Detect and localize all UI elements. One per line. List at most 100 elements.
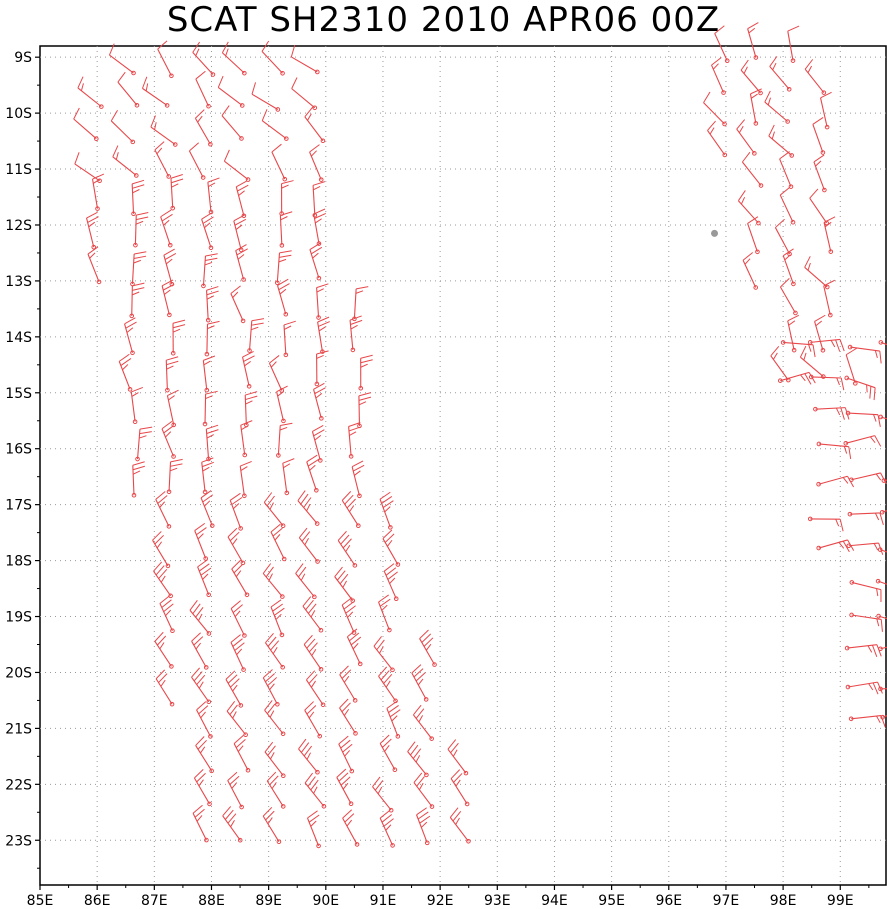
wind-barb <box>112 145 139 178</box>
wind-barb <box>298 738 320 775</box>
tick-label-lat: 13S <box>5 274 32 290</box>
wind-barb <box>227 771 244 810</box>
wind-barb <box>348 421 361 459</box>
tick-label-lat: 14S <box>5 330 32 346</box>
wind-barb <box>86 211 99 250</box>
wind-barb <box>816 441 852 460</box>
wind-barb <box>816 475 855 488</box>
wind-barb <box>845 681 883 695</box>
wind-barb <box>820 91 832 130</box>
wind-barb <box>877 547 887 553</box>
wind-barb <box>782 248 796 287</box>
wind-barb <box>714 25 730 64</box>
wind-barb <box>153 561 173 599</box>
wind-barb <box>152 531 171 569</box>
wind-barb <box>194 109 213 147</box>
wind-barb <box>298 527 320 564</box>
wind-barb <box>297 490 320 526</box>
wind-barb <box>846 542 884 555</box>
wind-barb <box>268 355 285 393</box>
wind-barb <box>878 414 887 420</box>
tick-label-lat: 16S <box>5 442 32 458</box>
wind-barb <box>419 629 437 667</box>
tick-label-lon: 87E <box>141 893 168 909</box>
wind-barb <box>133 212 149 248</box>
wind-barb <box>749 88 762 126</box>
wind-barb <box>780 340 816 358</box>
wind-barb <box>188 142 206 180</box>
wind-barb <box>276 385 288 424</box>
wind-barb <box>154 631 174 669</box>
wind-barb <box>779 186 796 225</box>
wind-barb <box>226 701 248 738</box>
wind-barb <box>192 41 216 77</box>
wind-barb <box>195 736 214 774</box>
wind-barb <box>878 340 887 346</box>
wind-barb <box>334 566 356 603</box>
wind-barb <box>163 248 177 287</box>
wind-barb <box>270 599 285 638</box>
wind-barbs <box>73 22 887 849</box>
wind-barb <box>847 344 882 364</box>
wind-barb <box>317 316 330 354</box>
wind-barb <box>166 458 183 495</box>
wind-barb <box>379 491 394 530</box>
wind-barb <box>314 350 329 387</box>
tick-label-lon: 96E <box>655 893 682 909</box>
wind-barb <box>416 807 431 846</box>
wind-barb <box>222 806 243 843</box>
wind-barb <box>239 461 252 499</box>
tick-label-lat: 23S <box>5 833 32 849</box>
wind-barb <box>155 669 175 707</box>
tick-label-lat: 15S <box>5 386 32 402</box>
wind-barb <box>304 701 323 739</box>
wind-barb <box>303 634 324 672</box>
tick-label-lon: 88E <box>198 893 225 909</box>
wind-barb <box>843 435 882 447</box>
wind-barb <box>196 701 213 739</box>
wind-barb <box>304 106 326 144</box>
wind-barb <box>191 667 212 705</box>
wind-barb <box>309 144 324 182</box>
tick-label-lat: 22S <box>5 777 32 793</box>
wind-barb <box>787 25 800 63</box>
wind-barb <box>217 75 245 108</box>
tick-label-lon: 94E <box>541 893 568 909</box>
wind-barb <box>244 391 258 428</box>
wind-barb <box>383 563 399 601</box>
wind-barb <box>283 320 296 358</box>
wind-barb <box>804 256 830 290</box>
wind-barb <box>235 180 249 219</box>
wind-barb <box>261 40 285 76</box>
wind-barb <box>849 472 887 485</box>
wind-barb <box>202 355 216 393</box>
wind-barb <box>159 595 175 634</box>
tick-label-lat: 20S <box>5 665 32 681</box>
wind-barb <box>201 253 218 289</box>
wind-barb <box>373 636 395 673</box>
wind-barb <box>372 776 394 813</box>
wind-barb <box>382 529 401 567</box>
wind-barb <box>411 664 429 702</box>
wind-barb <box>242 351 255 389</box>
map-frame <box>39 45 887 886</box>
wind-barb <box>266 771 286 809</box>
wind-barb <box>770 345 791 383</box>
wind-barb <box>844 375 876 401</box>
wind-barb <box>201 457 214 495</box>
wind-barb <box>118 353 133 392</box>
wind-barb <box>202 390 218 427</box>
wind-barb <box>379 809 395 848</box>
wind-barb <box>378 594 392 633</box>
wind-barb <box>742 252 759 290</box>
tick-label-lon: 85E <box>27 893 54 909</box>
wind-barb <box>845 347 858 386</box>
wind-barb <box>351 460 365 499</box>
wind-barb <box>306 454 319 493</box>
wind-barb <box>341 597 357 635</box>
wind-barb <box>703 91 727 127</box>
wind-barb <box>235 244 248 282</box>
wind-barb <box>117 71 140 108</box>
tick-label-lat: 19S <box>5 610 32 626</box>
